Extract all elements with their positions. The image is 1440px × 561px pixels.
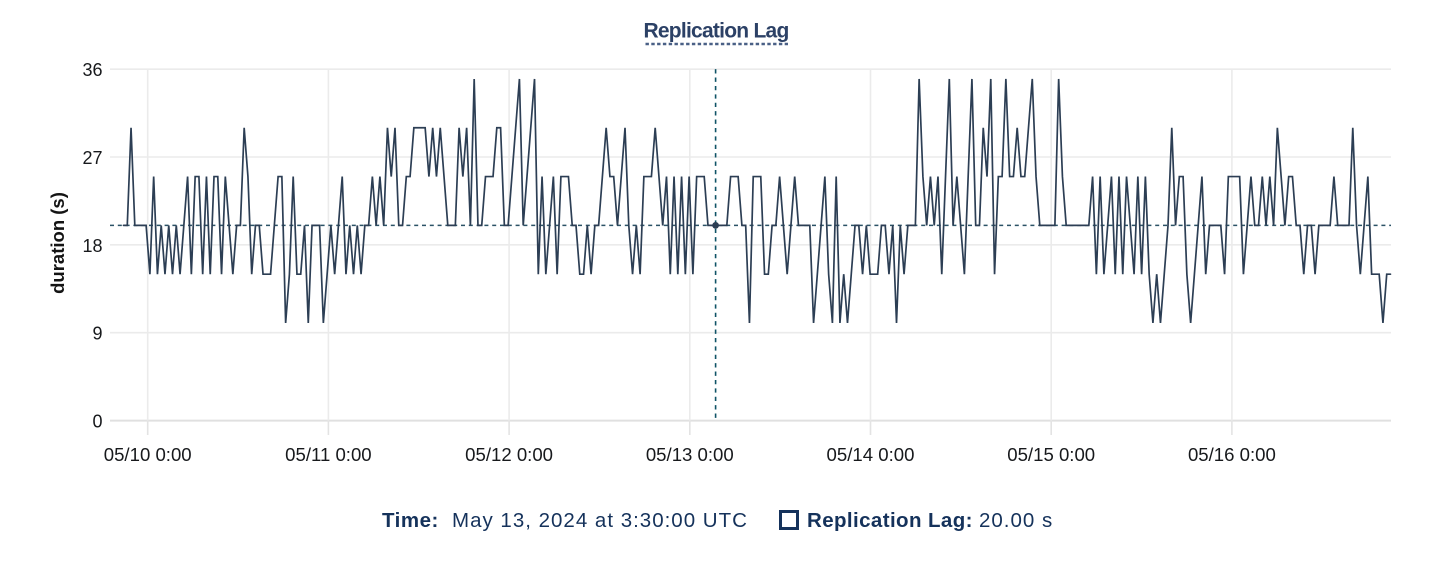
svg-text:Replication Lag: Replication Lag xyxy=(643,20,788,43)
svg-text:May 13, 2024 at 3:30:00 UTC: May 13, 2024 at 3:30:00 UTC xyxy=(452,509,748,532)
svg-text:27: 27 xyxy=(82,148,102,168)
svg-text:05/16 0:00: 05/16 0:00 xyxy=(1188,444,1276,465)
svg-text:05/12 0:00: 05/12 0:00 xyxy=(465,444,553,465)
svg-text:18: 18 xyxy=(82,236,102,256)
svg-text:05/11 0:00: 05/11 0:00 xyxy=(285,444,372,465)
svg-text:Time:: Time: xyxy=(382,509,439,532)
svg-text:0: 0 xyxy=(92,412,102,432)
svg-text:05/10 0:00: 05/10 0:00 xyxy=(104,444,192,465)
svg-text:Replication Lag:: Replication Lag: xyxy=(807,509,973,532)
svg-text:20.00 s: 20.00 s xyxy=(979,509,1053,532)
svg-text:9: 9 xyxy=(92,324,102,344)
svg-text:36: 36 xyxy=(82,60,102,80)
svg-text:05/14 0:00: 05/14 0:00 xyxy=(827,444,915,465)
svg-text:05/15 0:00: 05/15 0:00 xyxy=(1007,444,1095,465)
svg-text:duration (s): duration (s) xyxy=(47,192,68,294)
svg-text:05/13 0:00: 05/13 0:00 xyxy=(646,444,734,465)
